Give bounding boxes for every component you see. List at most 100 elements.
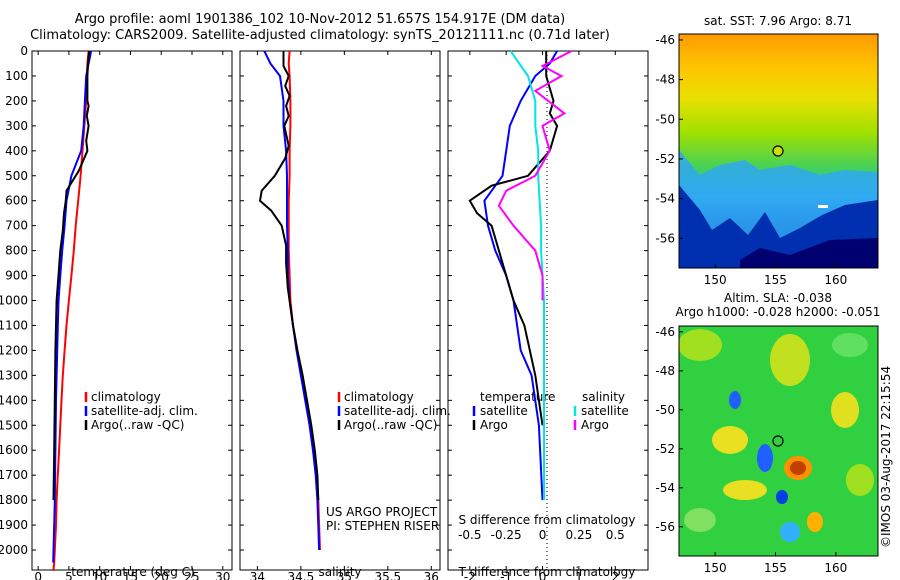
depth-tick-label: 1100 bbox=[0, 318, 28, 332]
x-tick-label: 34 bbox=[250, 570, 265, 580]
difference-legend: temperature satellite Argo salinity sate… bbox=[472, 390, 629, 432]
argo-position-marker-sst bbox=[772, 145, 784, 157]
map-y-tick-label: -54 bbox=[655, 192, 675, 206]
legend-label-climatology: climatology bbox=[91, 390, 161, 404]
s-difference-tick-label: 0.5 bbox=[606, 528, 625, 542]
sst-map-title: sat. SST: 7.96 Argo: 8.71 bbox=[704, 14, 852, 28]
map-x-tick-label: 155 bbox=[764, 273, 787, 287]
x-tick-label: 0 bbox=[34, 570, 42, 580]
depth-tick-label: 1000 bbox=[0, 294, 28, 308]
salinity-axis-label: salinity bbox=[318, 565, 361, 579]
temperature-axis-label: temperature (deg C) bbox=[71, 565, 194, 579]
sla-map-subtitle: Argo h1000: -0.028 h2000: -0.051 bbox=[676, 305, 881, 319]
depth-tick-label: 500 bbox=[5, 169, 28, 183]
pi-annotation: PI: STEPHEN RISER bbox=[326, 519, 439, 533]
s-difference-axis-label: S difference from climatology bbox=[459, 513, 636, 527]
legend-label-satellite: satellite-adj. clim. bbox=[91, 404, 198, 418]
salinity-legend: climatology satellite-adj. clim. Argo(..… bbox=[337, 390, 451, 432]
depth-tick-label: 200 bbox=[5, 94, 28, 108]
imos-credit-label: ©IMOS 03-Aug-2017 22:15:54 bbox=[879, 366, 893, 548]
map-x-tick-label: 150 bbox=[704, 561, 727, 575]
depth-tick-label: 1500 bbox=[0, 418, 28, 432]
map-y-tick-label: -48 bbox=[655, 364, 675, 378]
legend-label-argo: Argo(..raw -QC) bbox=[344, 418, 437, 432]
legend-label-t-satellite: satellite bbox=[480, 404, 528, 418]
series-line-argo-raw-qc- bbox=[52, 50, 91, 501]
temperature-panel-frame bbox=[31, 50, 233, 571]
depth-tick-label: 800 bbox=[5, 244, 28, 258]
legend-label-t-argo: Argo bbox=[480, 418, 508, 432]
s-difference-tick-label: -0.25 bbox=[491, 528, 522, 542]
legend-header-temperature: temperature bbox=[480, 390, 555, 404]
depth-tick-label: 1700 bbox=[0, 468, 28, 482]
s-difference-tick-label: 0.25 bbox=[566, 528, 593, 542]
x-tick-label: 25 bbox=[184, 570, 199, 580]
s-difference-tick-label: 0 bbox=[539, 528, 547, 542]
chart-marks: 0100200300400500600700800900100011001200… bbox=[0, 33, 847, 580]
x-tick-label: 30 bbox=[215, 570, 230, 580]
legend-label-satellite: satellite-adj. clim. bbox=[344, 404, 451, 418]
depth-tick-label: 0 bbox=[20, 44, 28, 58]
legend-label-s-satellite: satellite bbox=[581, 404, 629, 418]
x-tick-label: 34.5 bbox=[288, 570, 315, 580]
depth-tick-label: 1400 bbox=[0, 393, 28, 407]
legend-header-salinity: salinity bbox=[582, 390, 625, 404]
x-tick-label: 10 bbox=[92, 570, 107, 580]
difference-panel-frame bbox=[447, 50, 649, 571]
project-annotation: US ARGO PROJECT bbox=[326, 505, 438, 519]
map-y-tick-label: -56 bbox=[655, 231, 675, 245]
map-x-tick-label: 155 bbox=[764, 561, 787, 575]
legend-label-s-argo: Argo bbox=[581, 418, 609, 432]
depth-tick-label: 1300 bbox=[0, 368, 28, 382]
depth-tick-label: 700 bbox=[5, 219, 28, 233]
series-line-salinity-satellite bbox=[509, 50, 545, 501]
x-tick-label: 35.5 bbox=[374, 570, 401, 580]
x-tick-label: 0 bbox=[539, 570, 547, 580]
map-x-tick-label: 160 bbox=[824, 273, 847, 287]
series-line-temperature-argo bbox=[468, 51, 559, 426]
legend-label-argo: Argo(..raw -QC) bbox=[91, 418, 184, 432]
salinity-panel-frame bbox=[239, 50, 441, 571]
x-tick-label: 2 bbox=[611, 570, 619, 580]
depth-tick-label: 1900 bbox=[0, 518, 28, 532]
map-x-tick-label: 150 bbox=[704, 273, 727, 287]
x-tick-label: -1 bbox=[500, 570, 512, 580]
map-y-tick-label: -56 bbox=[655, 520, 675, 534]
sla-map-frame bbox=[678, 325, 879, 557]
sst-map bbox=[679, 34, 878, 268]
map-y-tick-label: -46 bbox=[655, 325, 675, 339]
sla-map-title: Altim. SLA: -0.038 bbox=[724, 291, 832, 305]
series-line-temperature-satellite bbox=[483, 50, 558, 501]
map-y-tick-label: -54 bbox=[655, 481, 675, 495]
sst-map-frame bbox=[678, 33, 879, 269]
map-y-tick-label: -52 bbox=[655, 152, 675, 166]
series-line-satellite-adj-clim- bbox=[52, 50, 93, 563]
legend-label-climatology: climatology bbox=[344, 390, 414, 404]
figure-title-line-2: Climatology: CARS2009. Satellite-adjuste… bbox=[30, 28, 610, 43]
temperature-legend: climatology satellite-adj. clim. Argo(..… bbox=[84, 390, 198, 432]
series-line-satellite-adj-clim- bbox=[263, 50, 321, 551]
series-line-argo-raw-qc- bbox=[258, 51, 320, 501]
depth-tick-label: 400 bbox=[5, 144, 28, 158]
depth-tick-label: 100 bbox=[5, 69, 28, 83]
figure-title-line-1: Argo profile: aoml 1901386_102 10-Nov-20… bbox=[74, 12, 566, 27]
map-x-tick-label: 160 bbox=[824, 561, 847, 575]
map-y-tick-label: -50 bbox=[655, 112, 675, 126]
series-line-salinity-argo bbox=[497, 50, 573, 301]
depth-tick-label: 300 bbox=[5, 119, 28, 133]
map-y-tick-label: -52 bbox=[655, 442, 675, 456]
map-y-tick-label: -48 bbox=[655, 73, 675, 87]
x-tick-label: 35 bbox=[337, 570, 352, 580]
sla-map bbox=[679, 326, 878, 556]
s-difference-tick-label: -0.5 bbox=[458, 528, 481, 542]
x-tick-label: -2 bbox=[464, 570, 476, 580]
x-tick-label: 15 bbox=[123, 570, 138, 580]
depth-tick-label: 1200 bbox=[0, 343, 28, 357]
map-y-tick-label: -46 bbox=[655, 33, 675, 47]
depth-tick-label: 900 bbox=[5, 269, 28, 283]
depth-tick-label: 1600 bbox=[0, 443, 28, 457]
t-difference-axis-label: T difference from climatology bbox=[458, 565, 636, 579]
depth-tick-label: 1800 bbox=[0, 493, 28, 507]
argo-position-marker-sla bbox=[772, 435, 784, 447]
